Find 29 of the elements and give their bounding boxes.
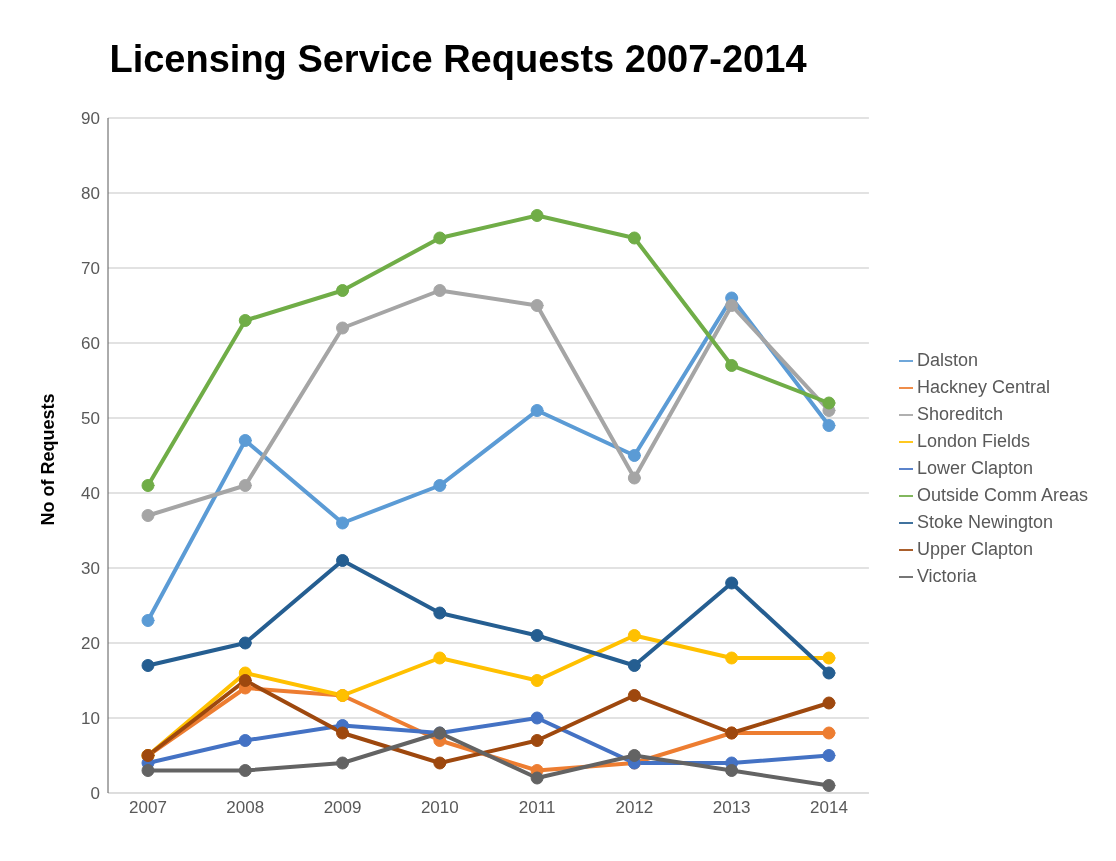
y-tick-label: 10 [81,709,100,729]
x-tick-label: 2008 [226,798,265,818]
x-tick-label: 2010 [420,798,459,818]
legend-label: Dalston [916,349,978,370]
legend-label: London Fields [916,430,1031,451]
y-tick-label: 30 [81,559,100,579]
y-axis-title: No of Requests [38,393,59,526]
legend-label: Shoreditch [916,403,1003,424]
y-tick-label: 0 [90,784,100,804]
y-tick-label: 50 [81,409,100,429]
y-tick-label: 80 [81,184,100,204]
y-tick-label: 90 [81,109,100,129]
legend-label: Outside Comm Areas [916,484,1088,505]
x-tick-label: 2011 [518,798,556,818]
x-tick-label: 2013 [712,798,751,818]
y-tick-label: 40 [81,484,100,504]
y-tick-label: 20 [81,634,100,654]
legend-label: Lower Clapton [916,457,1034,478]
x-tick-label: 2007 [129,798,167,818]
legend-label: Stoke Newington [916,511,1054,532]
x-tick-label: 2014 [810,798,848,818]
legend-label: Victoria [916,565,977,586]
y-tick-label: 70 [81,259,100,279]
y-tick-label: 60 [81,334,100,354]
x-tick-label: 2012 [615,798,654,818]
x-tick-label: 2009 [323,798,362,818]
chart-title: Licensing Service Requests 2007-2014 [108,37,808,82]
legend-label: Hackney Central [916,376,1050,397]
legend-label: Upper Clapton [916,538,1034,559]
